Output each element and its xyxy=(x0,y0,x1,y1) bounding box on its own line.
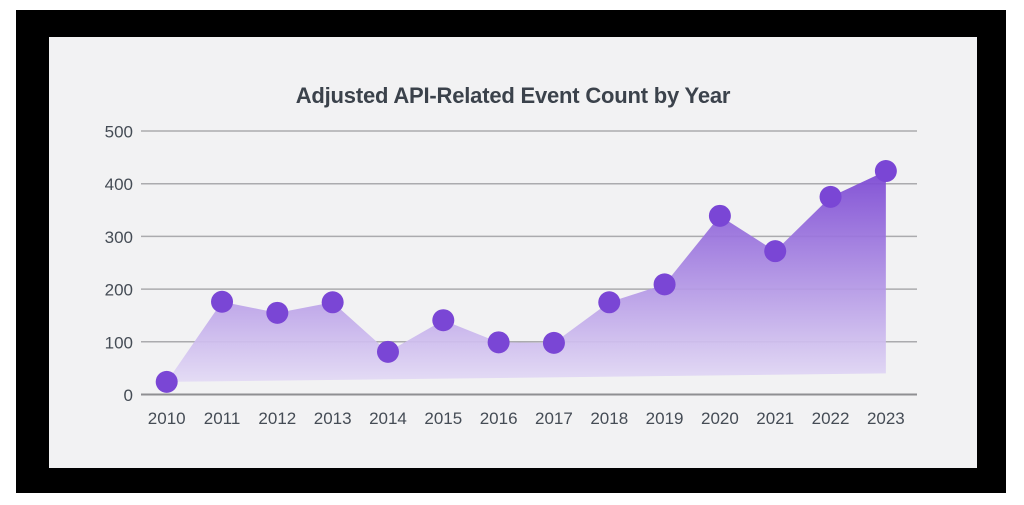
x-tick-label: 2018 xyxy=(590,409,628,428)
data-point xyxy=(598,291,621,314)
data-point xyxy=(321,291,344,314)
area-chart: 0 100 200 300 400 500 2010 2011 2012 2013 2014 2015… xyxy=(105,123,917,428)
x-tick-label: 2020 xyxy=(701,409,739,428)
y-tick-label: 100 xyxy=(105,333,133,352)
y-tick-label: 400 xyxy=(105,175,133,194)
x-tick-label: 2021 xyxy=(756,409,794,428)
data-point xyxy=(266,301,289,324)
x-tick-label: 2016 xyxy=(480,409,518,428)
data-point xyxy=(432,309,455,332)
x-tick-label: 2015 xyxy=(424,409,462,428)
data-point xyxy=(708,204,731,227)
x-tick-label: 2023 xyxy=(867,409,905,428)
x-tick-label: 2011 xyxy=(204,409,241,428)
data-point xyxy=(542,331,565,354)
chart-panel: Adjusted API-Related Event Count by Year… xyxy=(49,37,977,468)
x-tick-label: 2010 xyxy=(148,409,186,428)
y-tick-label: 500 xyxy=(105,123,133,142)
x-tick-label: 2014 xyxy=(369,409,407,428)
data-point xyxy=(211,290,234,313)
data-point xyxy=(376,340,399,363)
area-series xyxy=(166,171,886,382)
x-tick-label: 2013 xyxy=(314,409,352,428)
y-tick-label: 0 xyxy=(124,386,133,405)
data-point xyxy=(764,240,787,263)
x-tick-label: 2017 xyxy=(535,409,573,428)
data-point xyxy=(487,331,510,354)
data-point xyxy=(874,160,897,183)
data-point xyxy=(155,370,178,393)
black-frame: Adjusted API-Related Event Count by Year… xyxy=(16,10,1006,493)
y-tick-label: 300 xyxy=(105,228,133,247)
x-tick-label: 2022 xyxy=(812,409,850,428)
y-tick-label: 200 xyxy=(105,281,133,300)
data-point xyxy=(819,185,842,208)
x-tick-label: 2012 xyxy=(258,409,296,428)
data-point xyxy=(653,273,676,296)
x-tick-label: 2019 xyxy=(646,409,684,428)
chart-title: Adjusted API-Related Event Count by Year xyxy=(295,83,731,108)
